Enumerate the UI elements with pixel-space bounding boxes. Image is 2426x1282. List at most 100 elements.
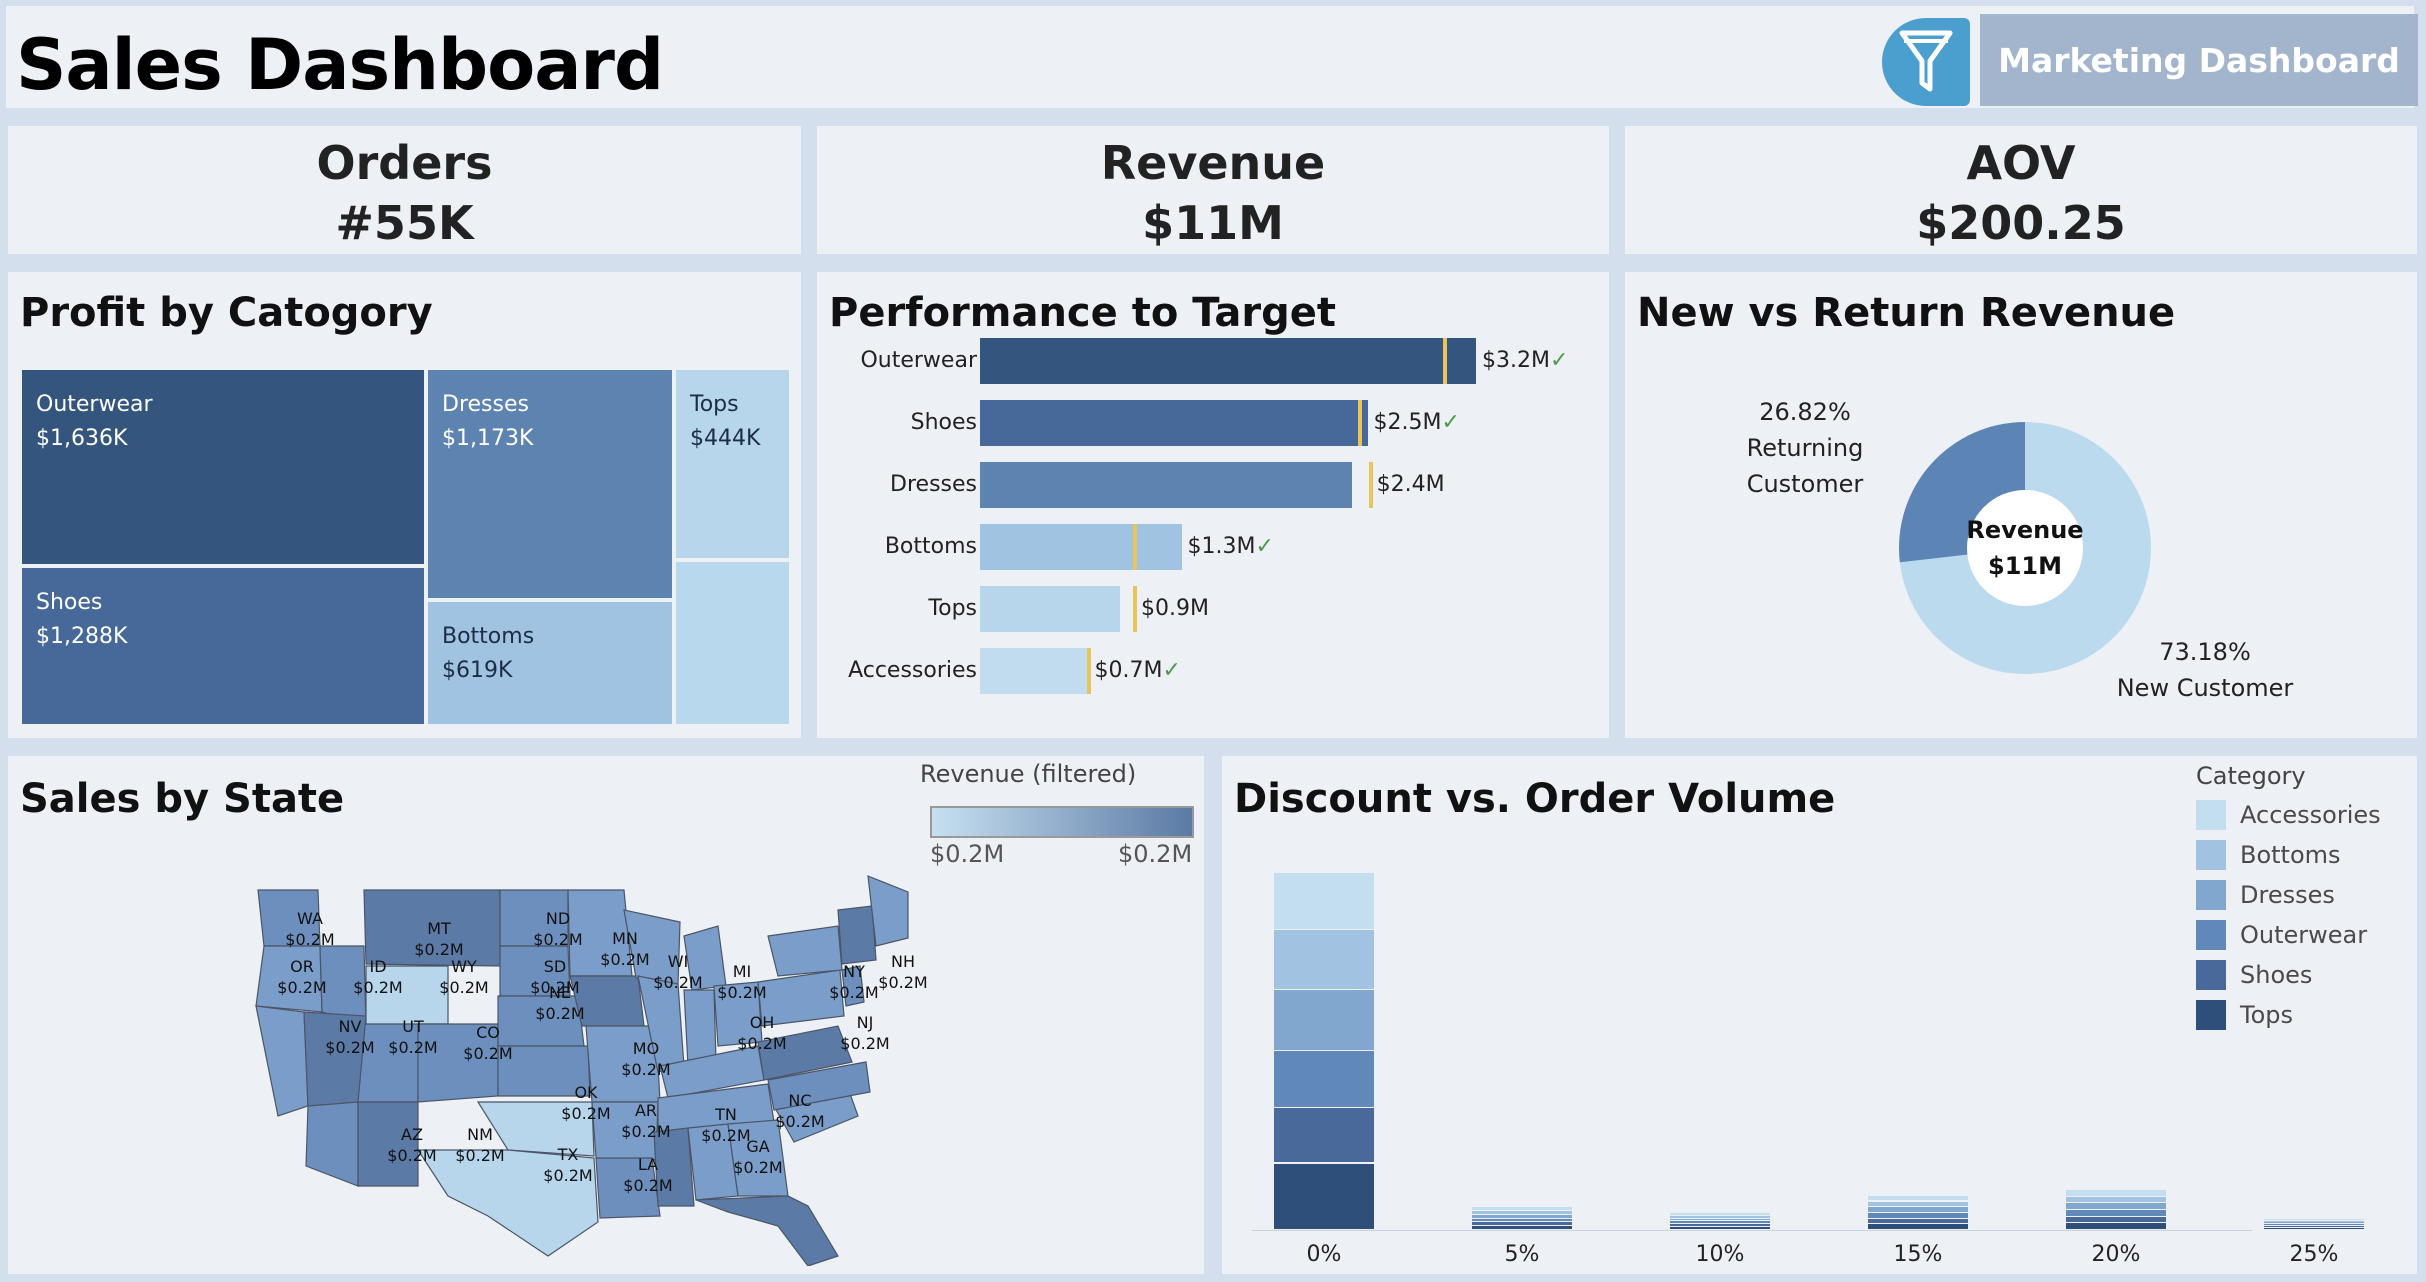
state-nc[interactable] [767, 1061, 871, 1111]
bar-segment-outerwear-25pct[interactable] [2264, 1224, 2364, 1226]
bar-segment-dresses-20pct[interactable] [2066, 1203, 2166, 1210]
legend-item-shoes[interactable]: Shoes [2196, 960, 2312, 990]
state-code: NM [467, 1125, 493, 1144]
state-label-nv: NV $0.2M [325, 1016, 374, 1058]
target-marker-bottoms [1133, 524, 1137, 570]
center-value: $11M [1988, 552, 2062, 580]
filter-button[interactable] [1882, 18, 1970, 106]
bar-segment-dresses-15pct[interactable] [1868, 1207, 1968, 1212]
bar-segment-accessories-10pct[interactable] [1670, 1212, 1770, 1215]
bar-segment-bottoms-15pct[interactable] [1868, 1201, 1968, 1207]
state-code: NV [338, 1017, 362, 1036]
state-ca[interactable] [255, 1005, 309, 1117]
bar-value-accessories: $0.7M✓ [1095, 658, 1181, 683]
state-nj[interactable] [841, 965, 865, 1007]
bar-label-tops: Tops [928, 596, 977, 621]
bar-segment-tops-0pct[interactable] [1274, 1163, 1374, 1229]
treemap-cell-dresses[interactable]: Dresses $1,173K [426, 368, 674, 600]
bar-shoes[interactable] [980, 400, 1368, 446]
bar-value-outerwear: $3.2M✓ [1482, 348, 1568, 373]
bar-segment-dresses-10pct[interactable] [1670, 1218, 1770, 1221]
bar-segment-tops-10pct[interactable] [1670, 1227, 1770, 1229]
bar-segment-tops-20pct[interactable] [2066, 1223, 2166, 1229]
state-value: $0.2M [543, 1166, 593, 1185]
bar-segment-shoes-5pct[interactable] [1472, 1222, 1572, 1226]
state-code: NY [843, 962, 865, 981]
state-label-mo: MO $0.2M [621, 1038, 670, 1080]
state-value: $0.2M [653, 973, 703, 992]
bar-segment-shoes-20pct[interactable] [2066, 1216, 2166, 1223]
bar-segment-bottoms-10pct[interactable] [1670, 1215, 1770, 1218]
bar-segment-shoes-0pct[interactable] [1274, 1108, 1374, 1163]
legend-swatch [2196, 880, 2226, 910]
bar-segment-outerwear-10pct[interactable] [1670, 1221, 1770, 1224]
bar-segment-outerwear-15pct[interactable] [1868, 1212, 1968, 1218]
bar-segment-accessories-20pct[interactable] [2066, 1190, 2166, 1196]
state-va[interactable] [757, 1025, 853, 1081]
state-in[interactable] [683, 989, 717, 1067]
state-ks[interactable] [497, 1045, 591, 1097]
bar-segment-dresses-5pct[interactable] [1472, 1214, 1572, 1218]
state-label-nc: NC $0.2M [775, 1090, 824, 1132]
bar-segment-outerwear-20pct[interactable] [2066, 1210, 2166, 1216]
state-tx[interactable] [416, 1149, 599, 1257]
bar-segment-dresses-0pct[interactable] [1274, 989, 1374, 1051]
bar-segment-bottoms-0pct[interactable] [1274, 929, 1374, 989]
kpi-value: $200.25 [1916, 196, 2126, 250]
panel-title: Sales by State [20, 776, 345, 822]
bar-label-accessories: Accessories [848, 658, 977, 683]
treemap-cell-shoes[interactable]: Shoes $1,288K [20, 566, 426, 726]
state-label-nd: ND $0.2M [533, 908, 582, 950]
marketing-dashboard-button[interactable]: Marketing Dashboard [1980, 14, 2418, 106]
state-value: $0.2M [621, 1060, 671, 1079]
state-ms[interactable] [653, 1127, 695, 1207]
bar-segment-tops-15pct[interactable] [1868, 1224, 1968, 1229]
category-legend: Accessories Bottoms Dresses Outerwear Shoes T… [2196, 800, 2406, 1040]
bar-segment-accessories-5pct[interactable] [1472, 1207, 1572, 1210]
legend-swatch [2196, 1000, 2226, 1030]
bar-segment-bottoms-5pct[interactable] [1472, 1211, 1572, 1214]
legend-item-bottoms[interactable]: Bottoms [2196, 840, 2341, 870]
bar-tops[interactable] [980, 586, 1120, 632]
state-az[interactable] [305, 1101, 359, 1187]
bar-segment-shoes-25pct[interactable] [2264, 1226, 2364, 1228]
bar-accessories[interactable] [980, 648, 1089, 694]
legend-item-dresses[interactable]: Dresses [2196, 880, 2335, 910]
target-marker-dresses [1368, 462, 1373, 508]
bar-segment-bottoms-25pct[interactable] [2264, 1220, 2364, 1222]
bar-value-text: $2.4M [1376, 472, 1445, 497]
state-ok[interactable] [476, 1101, 595, 1157]
discount-vs-volume-panel: Discount vs. Order Volume 0% 5% 10% 15% 20% 2… [1222, 756, 2417, 1274]
check-icon: ✓ [1549, 348, 1569, 373]
treemap-cell-tops[interactable]: Tops $444K [674, 368, 791, 560]
bar-outerwear[interactable] [980, 338, 1476, 384]
bar-segment-accessories-25pct[interactable] [2264, 1218, 2364, 1220]
treemap-cell-outerwear[interactable]: Outerwear $1,636K [20, 368, 426, 566]
bar-segment-outerwear-5pct[interactable] [1472, 1218, 1572, 1222]
bar-segment-dresses-25pct[interactable] [2264, 1222, 2364, 1224]
bar-segment-tops-5pct[interactable] [1472, 1226, 1572, 1229]
bar-segment-accessories-15pct[interactable] [1868, 1195, 1968, 1201]
bar-segment-accessories-0pct[interactable] [1274, 872, 1374, 929]
legend-item-accessories[interactable]: Accessories [2196, 800, 2381, 830]
state-value: $0.2M [829, 983, 879, 1002]
bar-segment-shoes-10pct[interactable] [1670, 1224, 1770, 1227]
bar-segment-bottoms-20pct[interactable] [2066, 1196, 2166, 1203]
bar-dresses[interactable] [980, 462, 1352, 508]
treemap-cell-bottoms[interactable]: Bottoms $619K [426, 600, 674, 726]
bar-bottoms[interactable] [980, 524, 1182, 570]
state-la[interactable] [595, 1157, 661, 1219]
bar-segment-tops-25pct[interactable] [2264, 1228, 2364, 1230]
state-nh[interactable] [837, 905, 877, 965]
kpi-revenue: Revenue $11M [817, 126, 1609, 254]
state-pa[interactable] [757, 969, 845, 1027]
legend-item-tops[interactable]: Tops [2196, 1000, 2293, 1030]
legend-item-outerwear[interactable]: Outerwear [2196, 920, 2367, 950]
treemap-cell-accessories[interactable] [674, 560, 791, 726]
state-me[interactable] [867, 875, 909, 947]
state-nm[interactable] [357, 1101, 419, 1187]
bar-segment-outerwear-0pct[interactable] [1274, 1051, 1374, 1108]
bar-segment-shoes-15pct[interactable] [1868, 1218, 1968, 1224]
state-code: NC [788, 1091, 812, 1110]
state-fl[interactable] [695, 1195, 839, 1266]
